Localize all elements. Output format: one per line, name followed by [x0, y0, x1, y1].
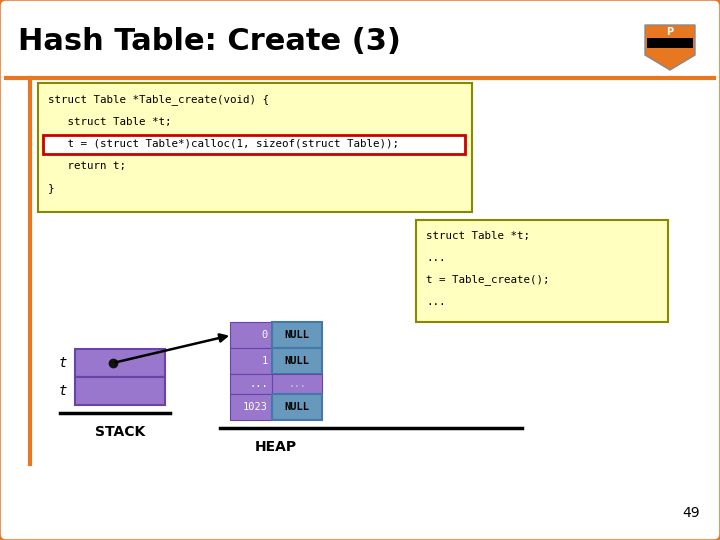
- FancyBboxPatch shape: [230, 374, 272, 394]
- Text: STACK: STACK: [95, 425, 145, 439]
- Text: NULL: NULL: [284, 330, 310, 340]
- Text: return t;: return t;: [48, 161, 126, 171]
- Text: t: t: [58, 384, 67, 398]
- Text: t: t: [58, 356, 67, 370]
- FancyBboxPatch shape: [272, 394, 322, 420]
- Text: P: P: [667, 27, 674, 37]
- Text: t = Table_create();: t = Table_create();: [426, 274, 549, 286]
- FancyBboxPatch shape: [75, 349, 165, 377]
- Text: 49: 49: [683, 506, 700, 520]
- FancyBboxPatch shape: [230, 322, 272, 348]
- Text: struct Table *t;: struct Table *t;: [48, 117, 171, 127]
- FancyBboxPatch shape: [416, 220, 668, 322]
- FancyBboxPatch shape: [38, 83, 472, 212]
- FancyBboxPatch shape: [272, 322, 322, 348]
- Text: ...: ...: [426, 297, 446, 307]
- FancyBboxPatch shape: [75, 377, 165, 405]
- Text: Hash Table: Create (3): Hash Table: Create (3): [18, 28, 401, 57]
- FancyBboxPatch shape: [230, 348, 272, 374]
- FancyBboxPatch shape: [230, 394, 272, 420]
- Text: NULL: NULL: [284, 402, 310, 412]
- Text: HEAP: HEAP: [255, 440, 297, 454]
- Text: struct Table *Table_create(void) {: struct Table *Table_create(void) {: [48, 94, 269, 105]
- Text: ...: ...: [249, 379, 268, 389]
- FancyBboxPatch shape: [6, 6, 714, 78]
- FancyBboxPatch shape: [272, 374, 322, 394]
- Polygon shape: [647, 38, 693, 48]
- Text: ...: ...: [288, 379, 306, 389]
- FancyBboxPatch shape: [43, 135, 465, 154]
- Polygon shape: [645, 25, 695, 70]
- Text: 1023: 1023: [243, 402, 268, 412]
- Text: struct Table *t;: struct Table *t;: [426, 231, 530, 241]
- Text: 0: 0: [262, 330, 268, 340]
- Text: ...: ...: [426, 253, 446, 263]
- Text: }: }: [48, 183, 55, 193]
- Text: NULL: NULL: [284, 356, 310, 366]
- Text: t = (struct Table*)calloc(1, sizeof(struct Table));: t = (struct Table*)calloc(1, sizeof(stru…: [48, 139, 399, 149]
- Text: 1: 1: [262, 356, 268, 366]
- FancyBboxPatch shape: [272, 348, 322, 374]
